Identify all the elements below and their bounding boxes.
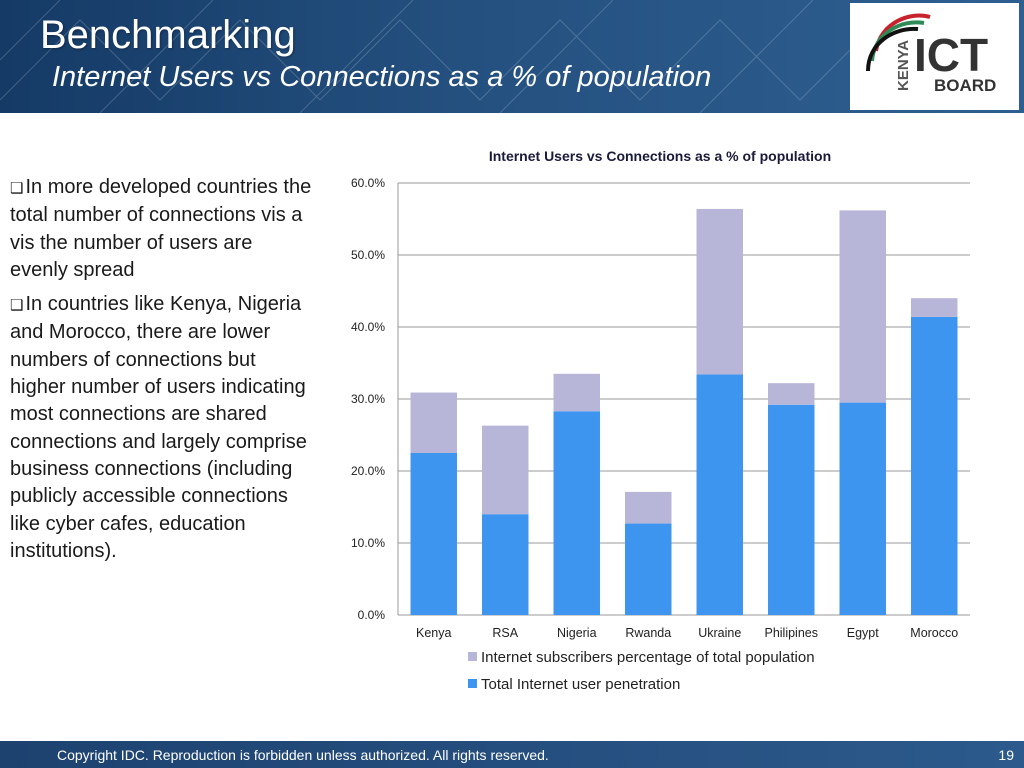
y-tick-label: 20.0% <box>351 464 385 478</box>
x-tick-label: Kenya <box>416 626 451 640</box>
bar-subscribers <box>696 208 743 375</box>
bullet-text: In more developed countries the total nu… <box>10 176 312 281</box>
legend-swatch <box>468 652 477 661</box>
bar-user-penetration <box>696 374 743 615</box>
x-tick-label: Nigeria <box>557 626 597 640</box>
page-number: 19 <box>998 747 1014 763</box>
bar-user-penetration <box>768 404 815 615</box>
x-tick-label: Ukraine <box>698 626 741 640</box>
legend-label: Internet subscribers percentage of total… <box>481 649 815 666</box>
logo-kenya-text: KENYA <box>895 40 912 91</box>
bar-subscribers <box>625 491 672 524</box>
y-tick-label: 10.0% <box>351 536 385 550</box>
bar-user-penetration <box>839 402 886 615</box>
bar-subscribers <box>911 298 958 317</box>
bar-subscribers <box>553 373 600 412</box>
bullet-item: ❑ In more developed countries the total n… <box>10 174 315 284</box>
bullet-item: ❑ In countries like Kenya, Nigeria and Mo… <box>10 291 315 565</box>
x-tick-label: Rwanda <box>625 626 671 640</box>
bar-subscribers <box>768 383 815 405</box>
bar-user-penetration <box>625 523 672 615</box>
slide-title: Benchmarking <box>40 13 296 57</box>
bar-user-penetration <box>911 316 958 615</box>
y-tick-label: 40.0% <box>351 320 385 334</box>
x-tick-label: Morocco <box>910 626 958 640</box>
chart-svg: Internet Users vs Connections as a % of … <box>351 148 970 693</box>
kenya-ict-board-logo: KENYA ICT BOARD <box>850 3 1019 110</box>
header-pattern <box>0 0 881 113</box>
x-tick-label: Egypt <box>847 626 879 640</box>
checkbox-bullet-icon: ❑ <box>10 180 24 197</box>
logo-ict-text: ICT <box>914 29 988 81</box>
stacked-bar-chart: Internet Users vs Connections as a % of … <box>330 140 1020 710</box>
bar-subscribers <box>482 425 529 515</box>
y-tick-label: 50.0% <box>351 248 385 262</box>
legend-label: Total Internet user penetration <box>481 676 680 693</box>
logo-graphic: KENYA ICT BOARD <box>866 13 996 95</box>
copyright-text: Copyright IDC. Reproduction is forbidden… <box>57 747 549 763</box>
bar-subscribers <box>839 210 886 403</box>
y-tick-label: 0.0% <box>358 608 386 622</box>
bar-subscribers <box>410 392 457 453</box>
slide-footer: Copyright IDC. Reproduction is forbidden… <box>0 741 1024 768</box>
chart-title: Internet Users vs Connections as a % of … <box>489 148 831 164</box>
bullet-text: In countries like Kenya, Nigeria and Mor… <box>10 293 307 562</box>
slide-header: Benchmarking Internet Users vs Connectio… <box>0 0 1024 113</box>
bullet-list: ❑ In more developed countries the total n… <box>10 174 315 572</box>
logo-board-text: BOARD <box>934 76 996 95</box>
x-tick-label: Philipines <box>764 626 818 640</box>
y-tick-label: 30.0% <box>351 392 385 406</box>
bar-user-penetration <box>410 453 457 615</box>
slide-subtitle: Internet Users vs Connections as a % of … <box>52 61 712 93</box>
bar-user-penetration <box>553 411 600 615</box>
y-tick-label: 60.0% <box>351 176 385 190</box>
checkbox-bullet-icon: ❑ <box>10 297 24 315</box>
bar-user-penetration <box>482 514 529 615</box>
x-tick-label: RSA <box>492 626 518 640</box>
legend-swatch <box>468 679 477 688</box>
